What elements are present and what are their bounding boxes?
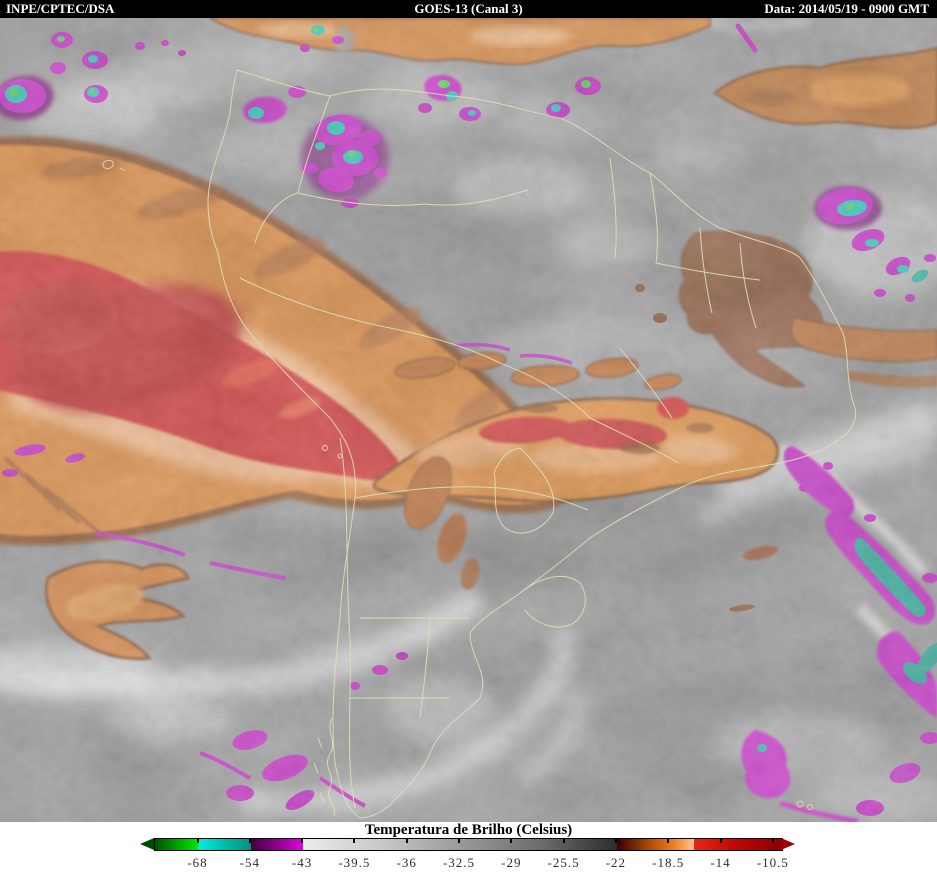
- country-borders: [102, 69, 857, 819]
- colorbar-panel: Temperatura de Brilho (Celsius) -68 -54 -4…: [0, 822, 937, 877]
- colorbar-right-arrow: [781, 838, 795, 850]
- header-bar: INPE/CPTEC/DSA GOES-13 (Canal 3) Data: 2…: [0, 0, 937, 18]
- colorbar-tick-mark: [771, 839, 774, 843]
- colorbar-tick-mark: [562, 839, 565, 843]
- colorbar-tick-label: -14: [710, 855, 731, 870]
- colorbar-tick-mark: [614, 839, 617, 843]
- grain-overlay: [0, 18, 937, 822]
- agency-label: INPE/CPTEC/DSA: [6, 1, 115, 16]
- colorbar-tick-label: -43: [291, 855, 313, 870]
- colorbar-tick-mark: [248, 839, 251, 843]
- colorbar-tick-mark: [353, 839, 356, 843]
- product-label: GOES-13 (Canal 3): [414, 1, 523, 16]
- colorbar-tick-mark: [196, 839, 199, 843]
- colorbar-tick-mark: [458, 839, 460, 843]
- colorbar-tick-mark: [719, 839, 722, 843]
- colorbar-tick-mark: [510, 839, 513, 843]
- colorbar-tick-mark: [667, 839, 670, 843]
- colorbar-tick-label: -54: [239, 855, 260, 870]
- colorbar-tick-mark: [405, 839, 408, 843]
- colorbar-tick-label: -29: [501, 855, 522, 870]
- colorbar-title: Temperatura de Brilho (Celsius): [364, 822, 573, 838]
- colorbar-tick-label: -22: [605, 855, 627, 870]
- colorbar-tick-mark: [301, 839, 304, 843]
- colorbar-tick-label: -25.5: [547, 855, 580, 870]
- satellite-map: [0, 18, 937, 822]
- timestamp-label: Data: 2014/05/19 - 0900 GMT: [764, 1, 929, 16]
- colorbar-tick-label: -18.5: [652, 855, 685, 870]
- colorbar-tick-label: -39.5: [338, 855, 371, 870]
- water-vapor-image: [0, 18, 937, 822]
- colorbar-tick-label: -32.5: [442, 855, 476, 870]
- colorbar-left-arrow: [140, 838, 154, 850]
- colorbar-tick-label: -68: [187, 855, 208, 870]
- colorbar-tick-label: -36: [396, 855, 417, 870]
- colorbar-tick-label: -10.5: [756, 855, 789, 870]
